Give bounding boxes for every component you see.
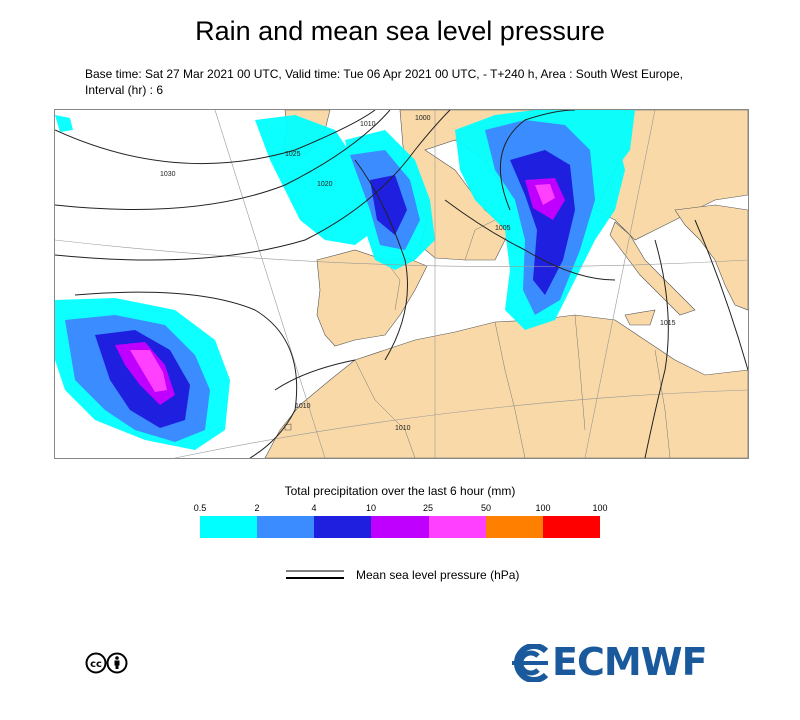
land-italy	[609, 221, 696, 316]
isobar-label: 1015	[660, 320, 676, 327]
legend-tick: 0.5	[193, 503, 207, 513]
legend-swatch	[371, 516, 429, 538]
legend-swatch	[314, 516, 372, 538]
legend-tick: 10	[365, 503, 377, 513]
isobar-label: 1010	[395, 425, 411, 432]
svg-text:cc: cc	[90, 659, 102, 670]
weather-map[interactable]: 1030 1010 1025 1020 1000 1005 1015 1010 …	[54, 109, 749, 459]
isobar-labels: 1030 1010 1025 1020 1000 1005 1015 1010 …	[160, 115, 676, 432]
chart-title: Rain and mean sea level pressure	[195, 16, 605, 46]
land-balkans	[674, 204, 748, 311]
graticule	[55, 110, 748, 458]
chart-subtitle: Base time: Sat 27 Mar 2021 00 UTC, Valid…	[85, 67, 683, 97]
isobar-label: 1010	[360, 121, 376, 128]
legend-tick: 25	[422, 503, 434, 513]
land-north-africa	[264, 314, 748, 458]
isobar-label: 1005	[495, 225, 511, 232]
ecmwf-logo-text: ECMWF	[552, 640, 708, 684]
isobar-label: 1000	[415, 115, 431, 122]
isobars	[55, 110, 748, 458]
mslp-legend-label: Mean sea level pressure (hPa)	[356, 568, 520, 582]
creative-commons-by-icon: cc	[85, 652, 128, 674]
precip-extreme	[130, 184, 555, 392]
isobar-label: 1025	[285, 151, 301, 158]
isobar-label: 1020	[317, 181, 333, 188]
legend-swatch	[257, 516, 315, 538]
land-islands	[284, 423, 292, 431]
legend-swatch	[485, 516, 543, 538]
legend-colorbar	[200, 516, 600, 538]
mslp-legend: Mean sea level pressure (hPa)	[286, 566, 586, 586]
legend-swatch	[542, 516, 600, 538]
legend-tick: 100	[535, 503, 551, 513]
legend-tick: 4	[311, 503, 317, 513]
ecmwf-logo-icon	[512, 644, 549, 682]
legend-tick: 100	[592, 503, 608, 513]
legend-title: Total precipitation over the last 6 hour…	[284, 484, 516, 498]
legend-ticks: 0.5 2 4 10 25 50 100 100	[194, 503, 608, 515]
isobar-line-icon	[286, 570, 344, 579]
legend-tick: 2	[254, 503, 260, 513]
legend-swatch	[200, 516, 258, 538]
legend-swatch	[428, 516, 486, 538]
legend-tick: 50	[480, 503, 492, 513]
land-sicily	[624, 309, 656, 326]
isobar-label: 1030	[160, 171, 176, 178]
isobar-label: 1010	[295, 403, 311, 410]
